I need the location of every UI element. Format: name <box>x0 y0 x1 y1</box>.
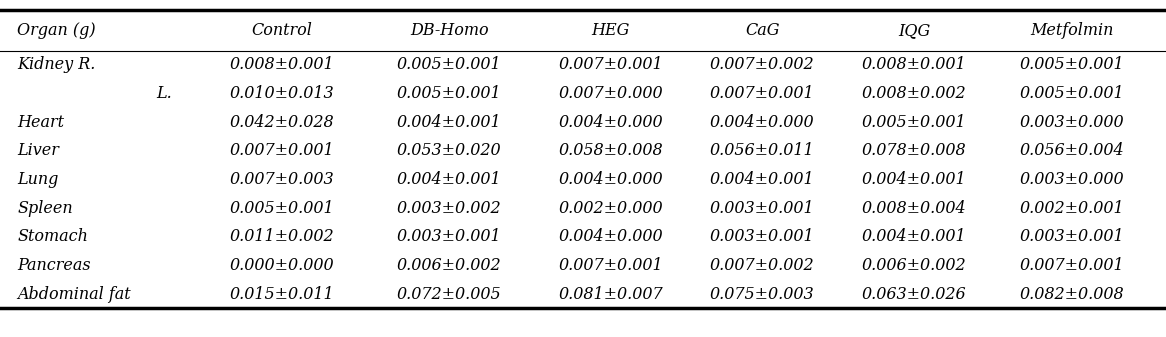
Text: Pancreas: Pancreas <box>17 257 91 274</box>
Text: 0.056±0.011: 0.056±0.011 <box>710 142 815 159</box>
Text: 0.004±0.000: 0.004±0.000 <box>710 114 815 131</box>
Text: 0.003±0.000: 0.003±0.000 <box>1020 114 1124 131</box>
Text: 0.007±0.001: 0.007±0.001 <box>230 142 335 159</box>
Text: Stomach: Stomach <box>17 228 89 245</box>
Text: 0.007±0.002: 0.007±0.002 <box>710 257 815 274</box>
Text: DB-Homo: DB-Homo <box>410 22 489 39</box>
Text: IQG: IQG <box>898 22 930 39</box>
Text: 0.008±0.002: 0.008±0.002 <box>862 85 967 102</box>
Text: 0.006±0.002: 0.006±0.002 <box>396 257 501 274</box>
Text: Abdominal fat: Abdominal fat <box>17 285 131 303</box>
Text: 0.004±0.001: 0.004±0.001 <box>396 114 501 131</box>
Text: 0.007±0.001: 0.007±0.001 <box>559 56 662 73</box>
Text: 0.078±0.008: 0.078±0.008 <box>862 142 967 159</box>
Text: 0.053±0.020: 0.053±0.020 <box>396 142 501 159</box>
Text: 0.063±0.026: 0.063±0.026 <box>862 285 967 303</box>
Text: 0.005±0.001: 0.005±0.001 <box>1020 85 1124 102</box>
Text: 0.004±0.000: 0.004±0.000 <box>559 114 662 131</box>
Text: 0.002±0.000: 0.002±0.000 <box>559 200 662 217</box>
Text: 0.015±0.011: 0.015±0.011 <box>230 285 335 303</box>
Text: Heart: Heart <box>17 114 64 131</box>
Text: HEG: HEG <box>591 22 630 39</box>
Text: 0.004±0.001: 0.004±0.001 <box>862 171 967 188</box>
Text: 0.006±0.002: 0.006±0.002 <box>862 257 967 274</box>
Text: Metfolmin: Metfolmin <box>1031 22 1114 39</box>
Text: L.: L. <box>156 85 171 102</box>
Text: 0.005±0.001: 0.005±0.001 <box>1020 56 1124 73</box>
Text: 0.008±0.004: 0.008±0.004 <box>862 200 967 217</box>
Text: 0.004±0.001: 0.004±0.001 <box>862 228 967 245</box>
Text: 0.008±0.001: 0.008±0.001 <box>862 56 967 73</box>
Text: Organ (g): Organ (g) <box>17 22 96 39</box>
Text: 0.058±0.008: 0.058±0.008 <box>559 142 662 159</box>
Text: 0.004±0.001: 0.004±0.001 <box>396 171 501 188</box>
Text: 0.004±0.000: 0.004±0.000 <box>559 171 662 188</box>
Text: 0.003±0.000: 0.003±0.000 <box>1020 171 1124 188</box>
Text: 0.007±0.003: 0.007±0.003 <box>230 171 335 188</box>
Text: CaG: CaG <box>745 22 780 39</box>
Text: 0.003±0.001: 0.003±0.001 <box>396 228 501 245</box>
Text: 0.005±0.001: 0.005±0.001 <box>396 56 501 73</box>
Text: 0.002±0.001: 0.002±0.001 <box>1020 200 1124 217</box>
Text: Control: Control <box>252 22 312 39</box>
Text: 0.005±0.001: 0.005±0.001 <box>230 200 335 217</box>
Text: 0.011±0.002: 0.011±0.002 <box>230 228 335 245</box>
Text: 0.004±0.000: 0.004±0.000 <box>559 228 662 245</box>
Text: 0.072±0.005: 0.072±0.005 <box>396 285 501 303</box>
Text: 0.008±0.001: 0.008±0.001 <box>230 56 335 73</box>
Text: 0.003±0.001: 0.003±0.001 <box>1020 228 1124 245</box>
Text: 0.007±0.001: 0.007±0.001 <box>1020 257 1124 274</box>
Text: 0.082±0.008: 0.082±0.008 <box>1020 285 1124 303</box>
Text: 0.081±0.007: 0.081±0.007 <box>559 285 662 303</box>
Text: Spleen: Spleen <box>17 200 73 217</box>
Text: 0.010±0.013: 0.010±0.013 <box>230 85 335 102</box>
Text: 0.007±0.002: 0.007±0.002 <box>710 56 815 73</box>
Text: 0.003±0.002: 0.003±0.002 <box>396 200 501 217</box>
Text: 0.005±0.001: 0.005±0.001 <box>396 85 501 102</box>
Text: 0.003±0.001: 0.003±0.001 <box>710 228 815 245</box>
Text: 0.005±0.001: 0.005±0.001 <box>862 114 967 131</box>
Text: 0.000±0.000: 0.000±0.000 <box>230 257 335 274</box>
Text: 0.003±0.001: 0.003±0.001 <box>710 200 815 217</box>
Text: 0.007±0.000: 0.007±0.000 <box>559 85 662 102</box>
Text: 0.007±0.001: 0.007±0.001 <box>710 85 815 102</box>
Text: Kidney R.: Kidney R. <box>17 56 96 73</box>
Text: 0.056±0.004: 0.056±0.004 <box>1020 142 1124 159</box>
Text: Lung: Lung <box>17 171 58 188</box>
Text: 0.075±0.003: 0.075±0.003 <box>710 285 815 303</box>
Text: Liver: Liver <box>17 142 59 159</box>
Text: 0.007±0.001: 0.007±0.001 <box>559 257 662 274</box>
Text: 0.004±0.001: 0.004±0.001 <box>710 171 815 188</box>
Text: 0.042±0.028: 0.042±0.028 <box>230 114 335 131</box>
